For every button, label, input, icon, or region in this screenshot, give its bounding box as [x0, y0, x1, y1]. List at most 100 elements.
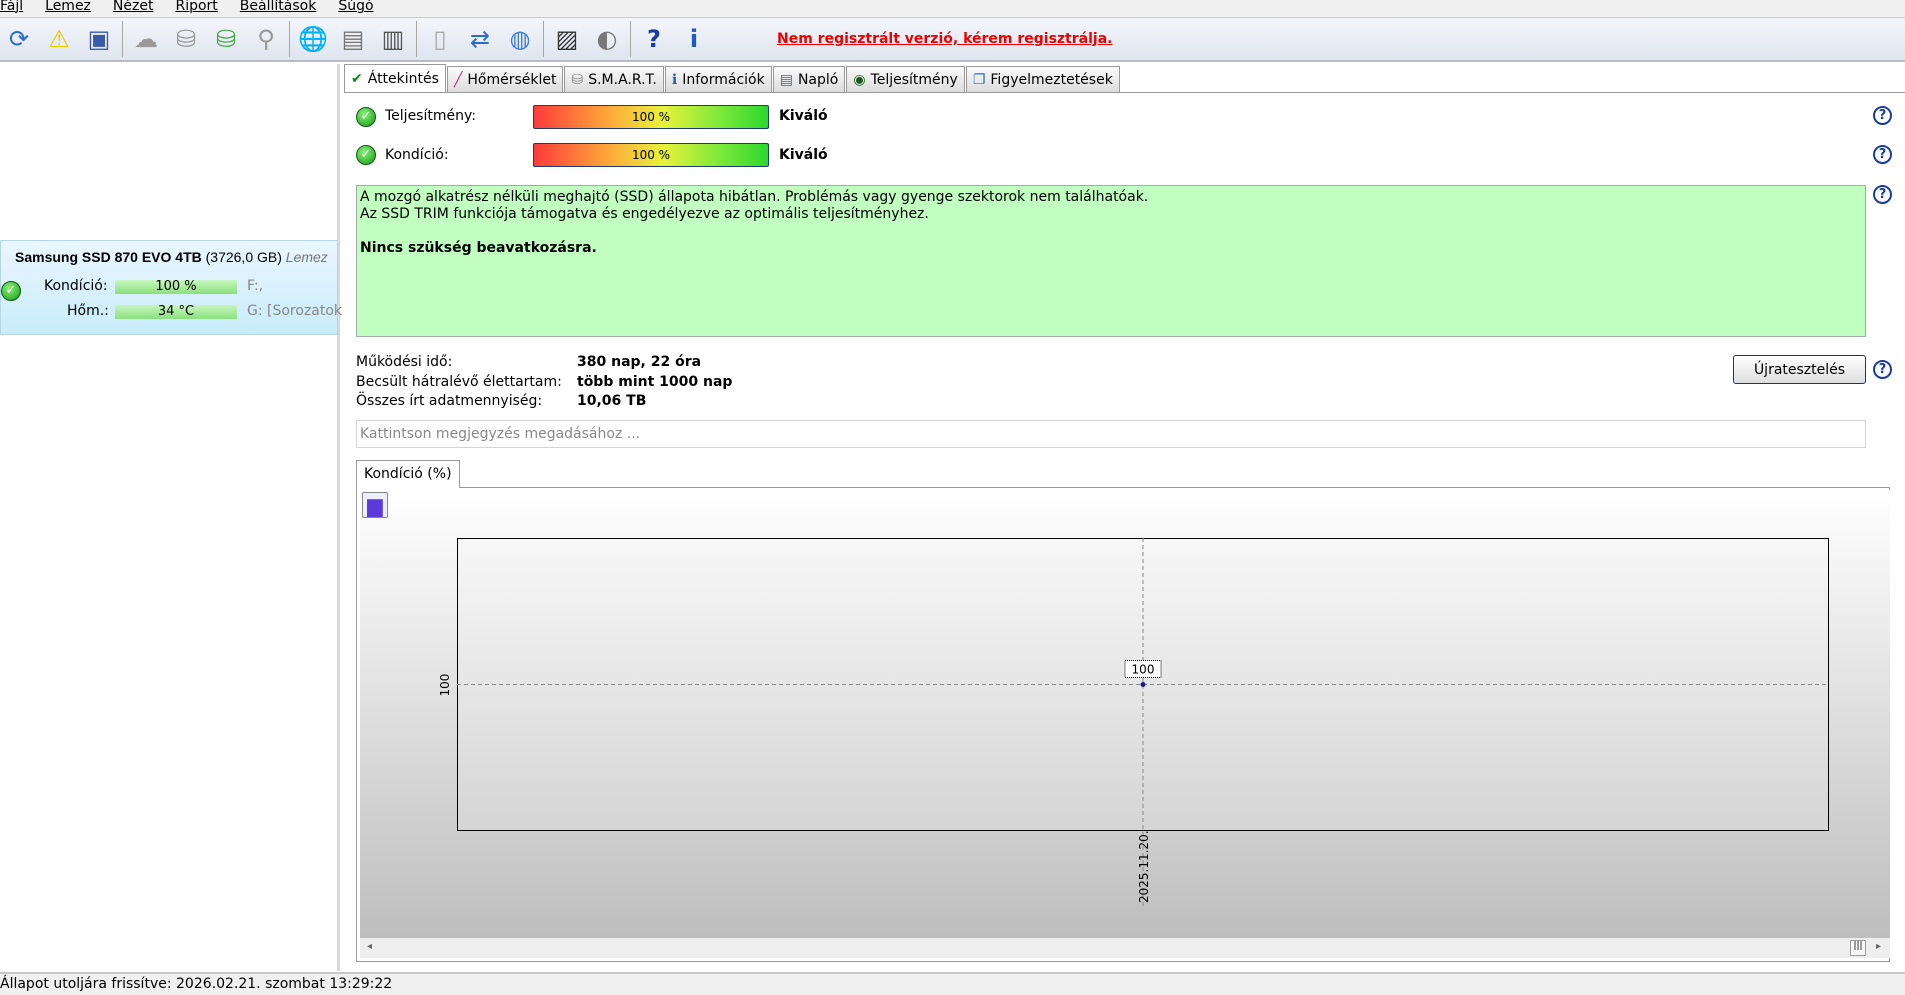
drive-temp-label: Hőm.: [67, 303, 109, 319]
drive-condition-bar: 100 % [115, 280, 237, 294]
separator [416, 21, 417, 57]
drive-icon: ⛁ [571, 71, 584, 88]
document-icon[interactable]: ▯ [433, 25, 447, 53]
drive-search-icon[interactable]: ⚲ [257, 25, 275, 53]
scroll-right-icon[interactable]: ▸ [1876, 941, 1882, 952]
drive-extra: Lemez [285, 249, 328, 265]
check-icon: ✓ [1, 281, 21, 301]
data-point [1140, 682, 1146, 687]
tab-label: S.M.A.R.T. [588, 71, 657, 88]
status-conclusion: Nincs szükség beavatkozásra. [360, 240, 597, 256]
globe-icon[interactable]: 🌐 [298, 25, 328, 53]
written-value: 10,06 TB [577, 393, 647, 409]
separator [289, 21, 290, 57]
tab-label: Információk [682, 71, 765, 88]
tab-label: Hőmérséklet [467, 71, 557, 88]
check-icon: ✓ [356, 145, 376, 165]
tab-divider [344, 92, 1905, 93]
log-icon: ▤ [779, 71, 793, 88]
menu-bar: Fájl Lemez Nézet Riport Beállítások Súgó [0, 0, 1905, 18]
scroll-thumb[interactable]: ||| [1850, 940, 1866, 956]
tab-alerts[interactable]: ❐ Figyelmeztetések [965, 66, 1120, 92]
retest-button[interactable]: Újratesztelés [1733, 355, 1866, 384]
tab-label: Napló [797, 71, 839, 88]
tab-log[interactable]: ▤ Napló [772, 66, 846, 92]
separator [122, 21, 123, 57]
warning-icon[interactable]: ⚠ [48, 25, 70, 53]
help-icon[interactable]: ? [1873, 106, 1892, 125]
thermometer-icon: ╱ [453, 71, 463, 88]
info-icon: ℹ [671, 71, 678, 88]
toolbar: ⟳ ⚠ ▣ ☁ ⛁ ⛁ ⚲ 🌐 ▤ ▥ ▯ ⇄ ◍ ▨ ◐ ? i Nem re… [0, 18, 1905, 62]
tab-label: Figyelmeztetések [990, 71, 1113, 88]
menu-settings[interactable]: Beállítások [239, 0, 317, 14]
drive-size: (3726,0 GB) [205, 249, 282, 265]
check-icon: ✔ [351, 70, 363, 87]
separator [630, 21, 631, 57]
last-updated-text: Állapot utoljára frissítve: 2026.02.21. … [0, 976, 393, 992]
alerts-icon: ❐ [972, 71, 986, 88]
lifetime-label: Becsült hátralévő élettartam: [356, 374, 562, 390]
separator [543, 21, 544, 57]
menu-file[interactable]: Fájl [0, 0, 24, 14]
help-icon[interactable]: ? [1873, 185, 1892, 204]
refresh-icon[interactable]: ⟳ [8, 25, 30, 53]
scroll-left-icon[interactable]: ◂ [367, 941, 373, 952]
network-icon[interactable]: ◍ [509, 25, 531, 53]
save-icon[interactable]: ▆ [362, 492, 388, 518]
performance-bar: 100 % [533, 105, 769, 129]
computer-icon[interactable]: ▥ [381, 25, 405, 53]
lifetime-value: több mint 1000 nap [577, 374, 733, 390]
status-bar: Állapot utoljára frissítve: 2026.02.21. … [0, 972, 1905, 995]
condition-rating: Kiváló [779, 147, 828, 163]
drive-card[interactable]: Samsung SSD 870 EVO 4TB (3726,0 GB) Leme… [0, 240, 342, 335]
tab-label: Teljesítmény [870, 71, 958, 88]
sync-icon[interactable]: ⇄ [469, 25, 491, 53]
drive-list-panel [0, 64, 340, 971]
tab-performance[interactable]: ◉ Teljesítmény [846, 66, 965, 92]
tab-temperature[interactable]: ╱ Hőmérséklet [446, 66, 564, 92]
written-label: Összes írt adatmennyiség: [356, 393, 543, 409]
tab-overview[interactable]: ✔ Áttekintés [344, 64, 446, 92]
tab-info[interactable]: ℹ Információk [664, 66, 772, 92]
drive-name: Samsung SSD 870 EVO 4TB [15, 249, 202, 265]
status-message-box: A mozgó alkatrész nélküli meghajtó (SSD)… [356, 185, 1866, 337]
monitor-icon[interactable]: ▨ [555, 25, 579, 53]
info-icon[interactable]: i [689, 25, 699, 53]
menu-report[interactable]: Riport [175, 0, 218, 14]
condition-label: Kondíció: [385, 147, 449, 163]
drive-icon[interactable]: ▣ [87, 25, 111, 53]
y-tick-label: 100 [438, 674, 452, 697]
drive-partition: G: [Sorozatok [247, 303, 343, 319]
gauge-icon: ◉ [853, 71, 866, 88]
speaker-icon[interactable]: ◐ [596, 25, 618, 53]
tab-condition-chart[interactable]: Kondíció (%) [356, 460, 460, 488]
drive-gray-icon[interactable]: ☁ [134, 25, 158, 53]
menu-view[interactable]: Nézet [112, 0, 154, 14]
check-icon: ✓ [356, 107, 376, 127]
note-input[interactable]: Kattintson megjegyzés megadásához ... [356, 420, 1866, 448]
menu-disk[interactable]: Lemez [45, 0, 91, 14]
help-icon[interactable]: ? [1873, 145, 1892, 164]
drive-condition-label: Kondíció: [44, 278, 108, 294]
server-icon[interactable]: ▤ [341, 25, 365, 53]
drive-check-icon[interactable]: ⛁ [215, 25, 237, 53]
help-icon[interactable]: ? [647, 25, 661, 53]
performance-rating: Kiváló [779, 108, 828, 124]
status-line: Az SSD TRIM funkciója támogatva és enged… [360, 206, 929, 222]
menu-help[interactable]: Súgó [338, 0, 374, 14]
performance-label: Teljesítmény: [385, 108, 476, 124]
help-icon[interactable]: ? [1873, 360, 1892, 379]
uptime-label: Működési idő: [356, 354, 453, 370]
drive-info-icon[interactable]: ⛁ [175, 25, 197, 53]
chart-scrollbar[interactable]: ◂ ||| ▸ [360, 938, 1890, 958]
drive-partition: F:, [247, 278, 264, 294]
data-label: 100 [1132, 663, 1155, 677]
register-link[interactable]: Nem regisztrált verzió, kérem regisztrál… [777, 31, 1113, 47]
status-line: A mozgó alkatrész nélküli meghajtó (SSD)… [360, 189, 1149, 205]
x-tick-label: 2025.11.20. [1137, 830, 1151, 903]
tab-label: Áttekintés [367, 70, 439, 87]
main-tabs: ✔ Áttekintés ╱ Hőmérséklet ⛁ S.M.A.R.T. ℹ In… [344, 64, 1121, 93]
tab-smart[interactable]: ⛁ S.M.A.R.T. [564, 66, 664, 92]
